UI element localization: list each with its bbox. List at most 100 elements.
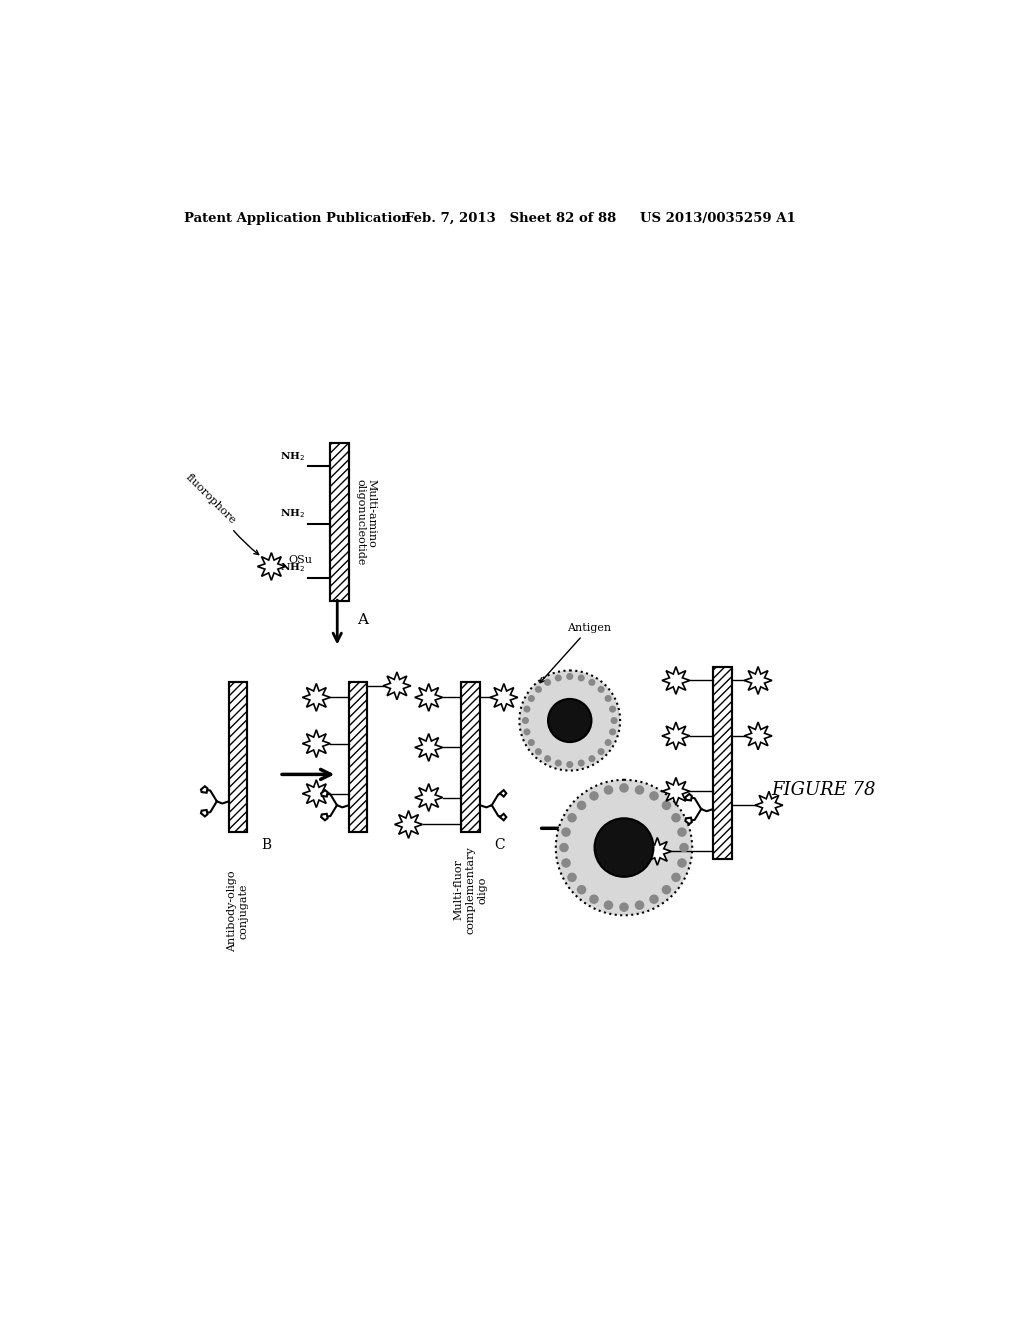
Polygon shape <box>662 667 690 694</box>
Circle shape <box>649 791 658 801</box>
Polygon shape <box>685 817 692 824</box>
Polygon shape <box>662 722 690 750</box>
Circle shape <box>567 873 577 882</box>
Polygon shape <box>685 793 692 800</box>
Circle shape <box>522 717 529 723</box>
Circle shape <box>589 791 599 801</box>
Circle shape <box>635 900 644 909</box>
Bar <box>330 444 349 601</box>
Circle shape <box>609 706 616 713</box>
Text: FIGURE 78: FIGURE 78 <box>771 781 876 799</box>
Circle shape <box>610 717 617 723</box>
Polygon shape <box>755 792 783 818</box>
Polygon shape <box>643 837 672 866</box>
Circle shape <box>566 762 573 768</box>
Circle shape <box>598 748 604 755</box>
Text: A: A <box>356 614 368 627</box>
Circle shape <box>589 895 599 904</box>
Circle shape <box>649 895 658 904</box>
Circle shape <box>527 739 535 746</box>
Bar <box>461 682 480 832</box>
Bar <box>228 682 248 832</box>
Circle shape <box>548 700 592 742</box>
Circle shape <box>604 785 613 795</box>
Circle shape <box>589 755 595 762</box>
Bar <box>349 682 368 832</box>
Circle shape <box>604 900 613 909</box>
Text: Feb. 7, 2013   Sheet 82 of 88: Feb. 7, 2013 Sheet 82 of 88 <box>406 213 616 224</box>
Circle shape <box>544 755 551 762</box>
Text: Patent Application Publication: Patent Application Publication <box>183 213 411 224</box>
Circle shape <box>679 842 689 853</box>
Polygon shape <box>415 734 442 762</box>
Polygon shape <box>257 553 286 581</box>
Circle shape <box>620 903 629 912</box>
Text: NH$_2$: NH$_2$ <box>281 450 305 462</box>
Polygon shape <box>394 810 423 838</box>
Polygon shape <box>383 672 411 700</box>
Bar <box>349 682 368 832</box>
Text: Antibody-oligo
conjugate: Antibody-oligo conjugate <box>227 871 249 952</box>
Polygon shape <box>500 814 506 820</box>
Text: fluorophore: fluorophore <box>184 471 259 554</box>
Circle shape <box>604 739 611 746</box>
Circle shape <box>662 884 671 895</box>
Polygon shape <box>302 780 331 808</box>
Polygon shape <box>201 810 208 817</box>
Polygon shape <box>302 684 331 711</box>
Circle shape <box>595 818 653 876</box>
Bar <box>330 444 349 601</box>
Circle shape <box>577 801 587 810</box>
Polygon shape <box>744 722 772 750</box>
Bar <box>713 667 732 859</box>
Circle shape <box>567 813 577 822</box>
Text: Multi-amino
oligonucleotide: Multi-amino oligonucleotide <box>355 479 377 565</box>
Polygon shape <box>415 784 442 812</box>
Polygon shape <box>744 667 772 694</box>
Circle shape <box>609 729 616 735</box>
Bar <box>461 682 480 832</box>
Circle shape <box>671 813 681 822</box>
Circle shape <box>527 694 535 702</box>
Text: B: B <box>261 838 271 853</box>
Polygon shape <box>201 787 208 793</box>
Circle shape <box>671 873 681 882</box>
Polygon shape <box>302 730 331 758</box>
Circle shape <box>578 759 585 767</box>
Bar <box>713 667 732 859</box>
Polygon shape <box>500 791 506 796</box>
Circle shape <box>544 678 551 686</box>
Circle shape <box>555 759 562 767</box>
Circle shape <box>523 729 530 735</box>
Circle shape <box>561 858 570 867</box>
Text: NH$_2$: NH$_2$ <box>281 561 305 574</box>
Polygon shape <box>322 791 328 796</box>
Text: OSu: OSu <box>289 556 312 565</box>
Text: Antigen: Antigen <box>540 623 611 682</box>
Circle shape <box>589 678 595 686</box>
Circle shape <box>523 706 530 713</box>
Text: Cell: Cell <box>561 721 587 733</box>
Circle shape <box>677 828 687 837</box>
Text: C: C <box>494 838 505 853</box>
Circle shape <box>620 783 629 793</box>
Bar <box>228 682 248 832</box>
Polygon shape <box>415 684 442 711</box>
Polygon shape <box>489 684 518 711</box>
Circle shape <box>662 801 671 810</box>
Circle shape <box>578 675 585 681</box>
Circle shape <box>577 884 587 895</box>
Circle shape <box>604 694 611 702</box>
Circle shape <box>535 748 542 755</box>
Circle shape <box>598 686 604 693</box>
Circle shape <box>677 858 687 867</box>
Circle shape <box>635 785 644 795</box>
Text: NH$_2$: NH$_2$ <box>281 507 305 520</box>
Circle shape <box>566 673 573 680</box>
Circle shape <box>519 671 621 771</box>
Circle shape <box>556 780 692 915</box>
Circle shape <box>535 686 542 693</box>
Text: US 2013/0035259 A1: US 2013/0035259 A1 <box>640 213 796 224</box>
Text: Multi-fluor
complementary
oligo: Multi-fluor complementary oligo <box>454 846 487 933</box>
Circle shape <box>559 842 568 853</box>
